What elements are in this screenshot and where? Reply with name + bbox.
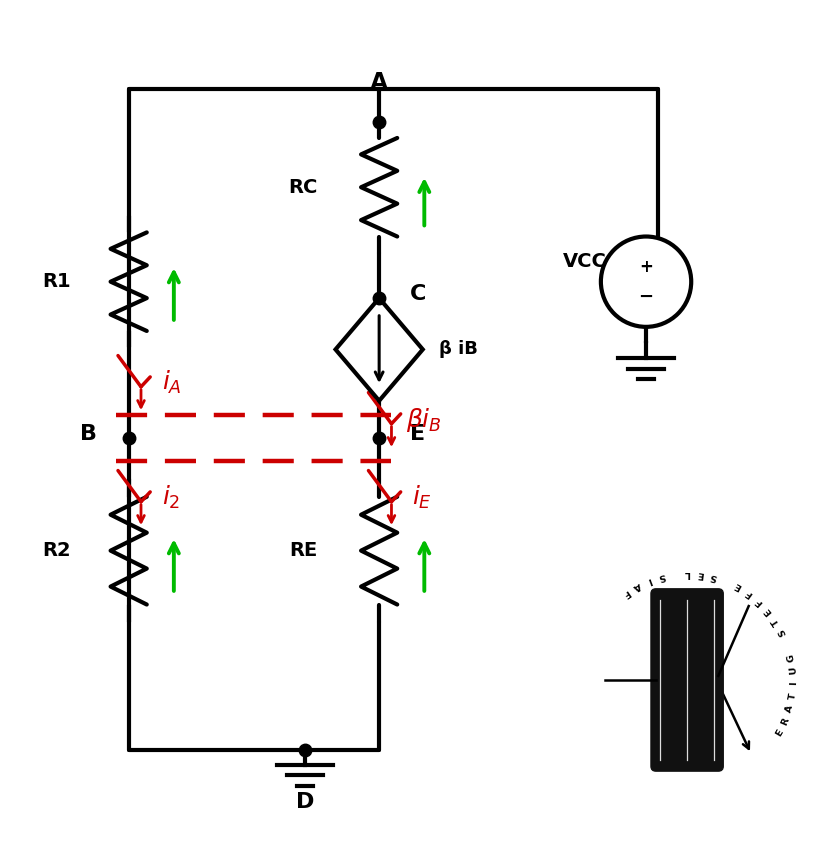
Text: $i_2$: $i_2$ xyxy=(162,484,180,511)
Text: T: T xyxy=(770,616,782,626)
Text: A: A xyxy=(370,71,388,95)
Text: $i_A$: $i_A$ xyxy=(162,369,181,396)
Text: I: I xyxy=(646,576,653,585)
Text: E: E xyxy=(410,423,425,443)
Text: B: B xyxy=(81,423,97,443)
Text: R1: R1 xyxy=(43,272,71,291)
Text: A: A xyxy=(632,580,643,591)
Text: E: E xyxy=(733,581,743,592)
Text: R: R xyxy=(780,716,791,727)
FancyBboxPatch shape xyxy=(651,588,723,771)
Text: T: T xyxy=(788,692,798,700)
Text: F: F xyxy=(754,596,765,606)
Text: VCC: VCC xyxy=(563,252,606,271)
Text: F: F xyxy=(620,587,631,598)
Text: E: E xyxy=(697,570,705,579)
Text: L: L xyxy=(685,569,691,578)
Text: S: S xyxy=(709,571,718,582)
Text: S: S xyxy=(777,628,789,637)
Text: $i_E$: $i_E$ xyxy=(412,484,432,511)
Text: −: − xyxy=(639,288,653,306)
Text: S: S xyxy=(658,571,666,582)
Text: RE: RE xyxy=(289,541,317,560)
Text: $\beta i_B$: $\beta i_B$ xyxy=(406,405,442,434)
Text: β iB: β iB xyxy=(439,340,478,358)
Text: R2: R2 xyxy=(43,541,71,560)
Text: I: I xyxy=(789,681,798,685)
Text: U: U xyxy=(789,666,798,674)
Text: D: D xyxy=(296,793,315,813)
Text: E: E xyxy=(763,606,774,616)
Text: RC: RC xyxy=(288,178,317,197)
Text: F: F xyxy=(744,588,754,599)
Text: +: + xyxy=(639,258,653,276)
Text: C: C xyxy=(410,284,427,304)
Text: G: G xyxy=(786,653,797,662)
Text: E: E xyxy=(774,728,785,739)
Text: A: A xyxy=(784,704,795,714)
